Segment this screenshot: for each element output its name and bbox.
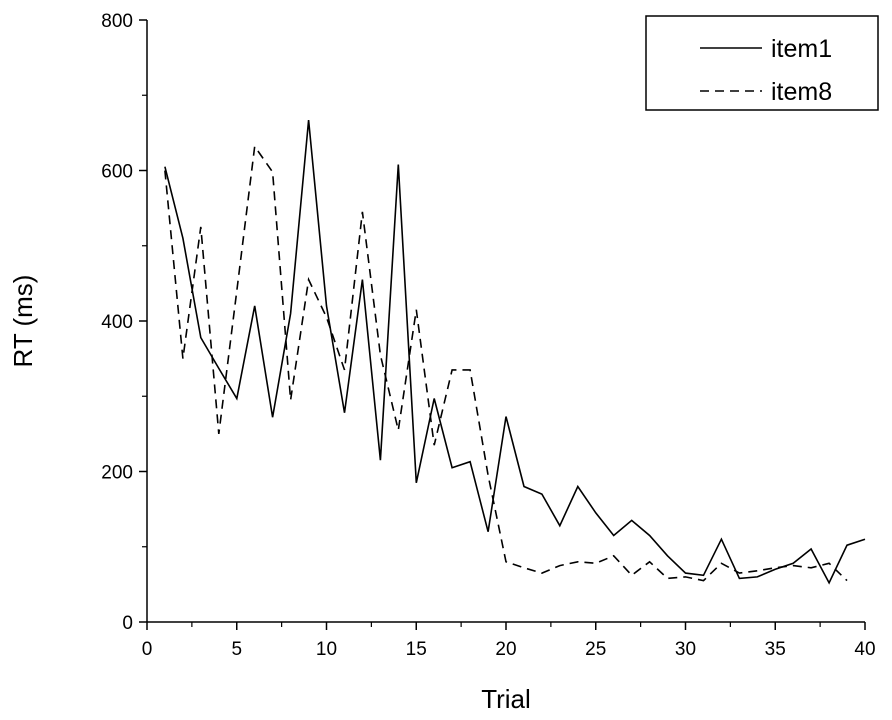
- x-tick-label: 5: [231, 639, 242, 660]
- x-tick-label: 30: [675, 639, 696, 660]
- y-axis-title: RT (ms): [8, 275, 38, 368]
- series-line-item8: [164, 144, 848, 582]
- series-layer: [164, 120, 866, 585]
- series-line-item1: [164, 120, 866, 585]
- legend-box: [645, 15, 879, 111]
- y-tick-label: 200: [101, 463, 133, 484]
- legend-label-item1: item1: [771, 35, 832, 63]
- x-tick-label: 25: [585, 639, 606, 660]
- y-tick-label: 600: [101, 162, 133, 183]
- x-tick-label: 40: [854, 639, 875, 660]
- y-tick-label: 400: [101, 312, 133, 333]
- x-tick-label: 15: [406, 639, 427, 660]
- y-tick-label: 0: [122, 613, 133, 634]
- x-tick-label: 0: [142, 639, 153, 660]
- legend: item1 item8: [645, 15, 879, 111]
- x-tick-label: 35: [765, 639, 786, 660]
- x-axis-title: Trial: [481, 684, 531, 714]
- legend-label-item8: item8: [771, 78, 832, 106]
- x-tick-label: 20: [495, 639, 516, 660]
- y-tick-label: 800: [101, 11, 133, 32]
- x-tick-label: 10: [316, 639, 337, 660]
